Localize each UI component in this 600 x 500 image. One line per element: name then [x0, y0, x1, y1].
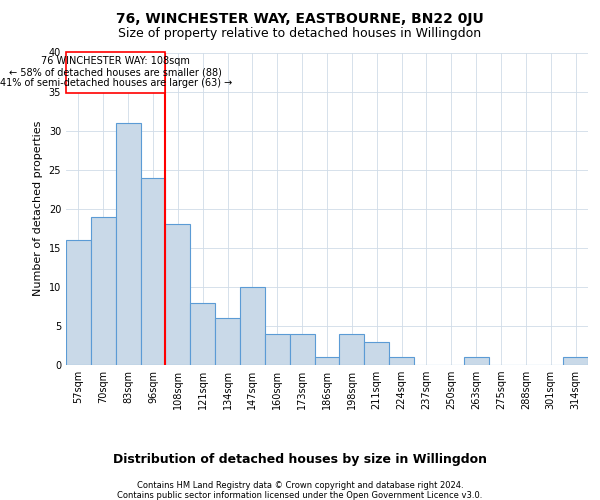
- Bar: [66, 240, 91, 365]
- Bar: [563, 357, 588, 365]
- Bar: [116, 123, 140, 365]
- Text: Contains HM Land Registry data © Crown copyright and database right 2024.: Contains HM Land Registry data © Crown c…: [137, 481, 463, 490]
- Bar: [290, 334, 314, 365]
- Text: 41% of semi-detached houses are larger (63) →: 41% of semi-detached houses are larger (…: [0, 78, 232, 88]
- Bar: [314, 357, 340, 365]
- Bar: [140, 178, 166, 365]
- Bar: [215, 318, 240, 365]
- Bar: [166, 224, 190, 365]
- Bar: [389, 357, 414, 365]
- Bar: [340, 334, 364, 365]
- Bar: [66, 52, 166, 93]
- Bar: [265, 334, 290, 365]
- Bar: [240, 287, 265, 365]
- Text: ← 58% of detached houses are smaller (88): ← 58% of detached houses are smaller (88…: [9, 67, 222, 77]
- Bar: [464, 357, 488, 365]
- Y-axis label: Number of detached properties: Number of detached properties: [33, 121, 43, 296]
- Bar: [190, 302, 215, 365]
- Bar: [91, 216, 116, 365]
- Text: 76 WINCHESTER WAY: 108sqm: 76 WINCHESTER WAY: 108sqm: [41, 56, 190, 66]
- Text: Distribution of detached houses by size in Willingdon: Distribution of detached houses by size …: [113, 452, 487, 466]
- Text: Contains public sector information licensed under the Open Government Licence v3: Contains public sector information licen…: [118, 491, 482, 500]
- Text: 76, WINCHESTER WAY, EASTBOURNE, BN22 0JU: 76, WINCHESTER WAY, EASTBOURNE, BN22 0JU: [116, 12, 484, 26]
- Bar: [364, 342, 389, 365]
- Text: Size of property relative to detached houses in Willingdon: Size of property relative to detached ho…: [118, 28, 482, 40]
